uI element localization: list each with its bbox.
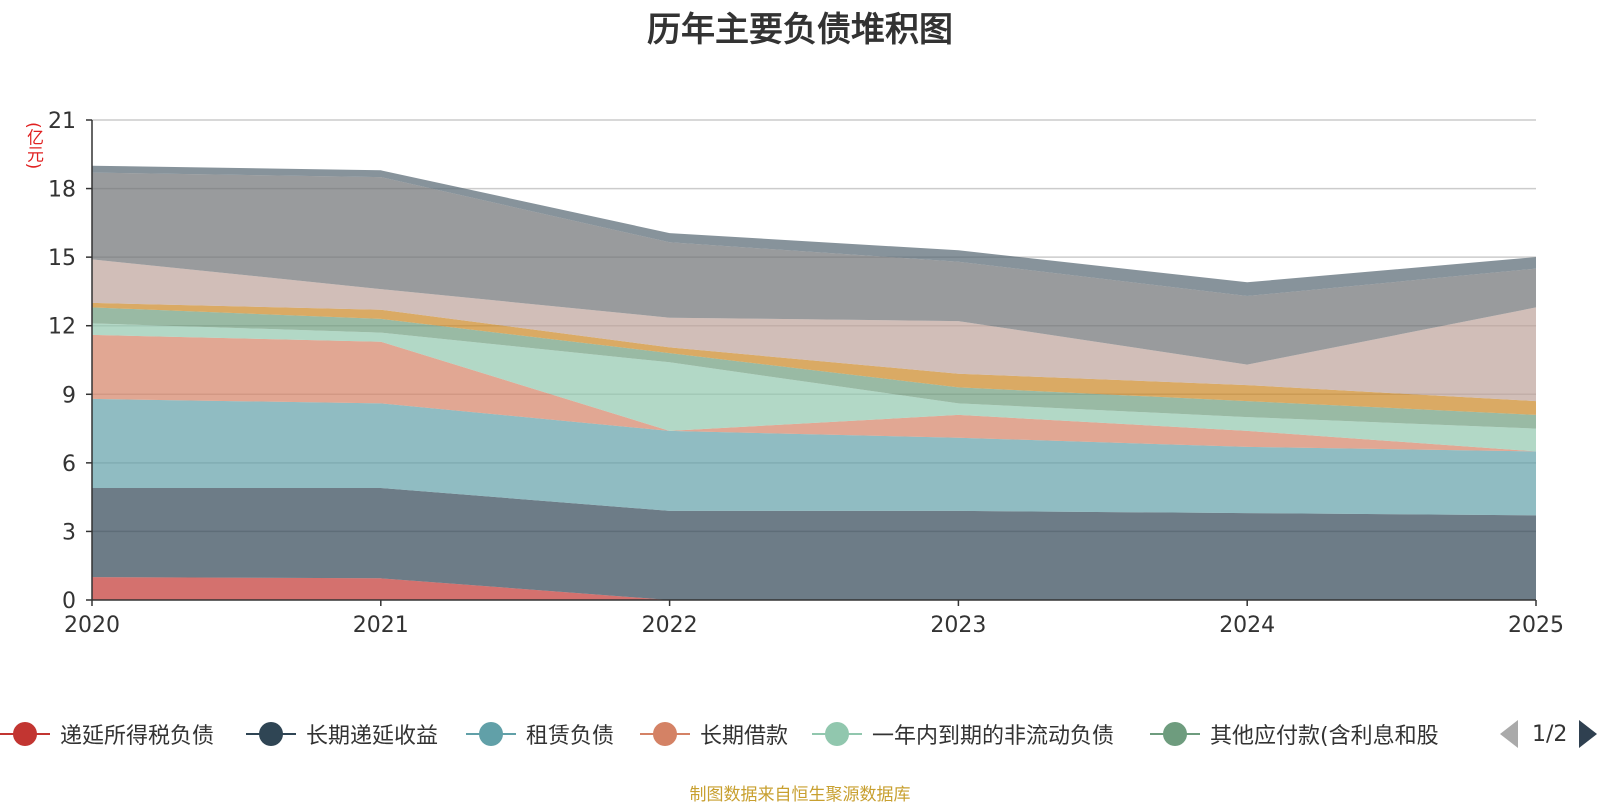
area-应付账款 [92,172,1536,365]
x-tick-label: 2023 [930,613,986,638]
area-租赁负债 [92,398,1536,516]
legend-item-deferred-tax[interactable]: 递延所得税负债 [0,716,214,752]
legend-marker-icon [0,716,50,752]
legend-item-other-payables[interactable]: 其他应付款(含利息和股 [1150,716,1439,752]
area-series [92,165,1536,600]
legend-label: 长期借款 [700,724,789,749]
legend-item-long-term-loans[interactable]: 长期借款 [640,716,788,752]
legend-item-current-portion[interactable]: 一年内到期的非流动负债 [812,716,1114,752]
legend-marker-icon [640,716,690,752]
legend-label: 租赁负债 [526,724,615,749]
legend-label: 一年内到期的非流动负债 [872,724,1115,749]
legend-marker-icon [246,716,296,752]
legend-marker-icon [1150,716,1200,752]
source-note: 制图数据来自恒生聚源数据库 [689,785,911,805]
area-其他应付款(含利息和股利) [92,307,1536,429]
y-tick-label: 9 [62,383,76,408]
x-tick-label: 2024 [1219,613,1275,638]
area-长期递延收益 [92,488,1536,600]
area-递延所得税负债 [92,577,1536,600]
legend-label: 其他应付款(含利息和股 [1210,724,1439,749]
prev-page-icon[interactable] [1500,720,1518,748]
y-tick-label: 6 [62,452,76,477]
y-tick-label: 21 [48,109,76,134]
x-tick-label: 2025 [1508,613,1564,638]
legend-item-deferred-income[interactable]: 长期递延收益 [246,716,438,752]
x-tick-label: 2022 [642,613,698,638]
legend-label: 递延所得税负债 [60,724,215,749]
axes: 0 3 6 9 12 15 18 21 2020 2021 2022 2023 2024 2025 [48,109,1564,638]
y-tick-label: 18 [48,178,76,203]
area-长期借款 [92,334,1536,452]
legend-pager: 1/2 [1500,716,1598,752]
legend: 递延所得税负债 长期递延收益 租赁负债 长期借款 一年内到期的非流动负债 其他应… [0,716,1600,752]
chart-title: 历年主要负债堆积图 [647,10,953,50]
y-axis-unit-label: (亿元) [23,122,43,170]
x-tick-label: 2020 [64,613,120,638]
legend-item-lease-liabilities[interactable]: 租赁负债 [466,716,614,752]
y-tick-label: 0 [62,589,76,614]
y-tick-label: 15 [48,246,76,271]
area-应付职工薪酬 [92,259,1536,402]
legend-page-indicator: 1/2 [1532,721,1568,747]
legend-label: 长期递延收益 [306,724,439,749]
legend-marker-icon [812,716,862,752]
area-一年内到期的非流动负债 [92,323,1536,452]
next-page-icon[interactable] [1579,720,1598,748]
y-tick-label: 3 [62,520,76,545]
x-tick-label: 2021 [353,613,409,638]
legend-marker-icon [466,716,516,752]
y-tick-label: 12 [48,315,76,340]
area-应交税费 [92,302,1536,415]
